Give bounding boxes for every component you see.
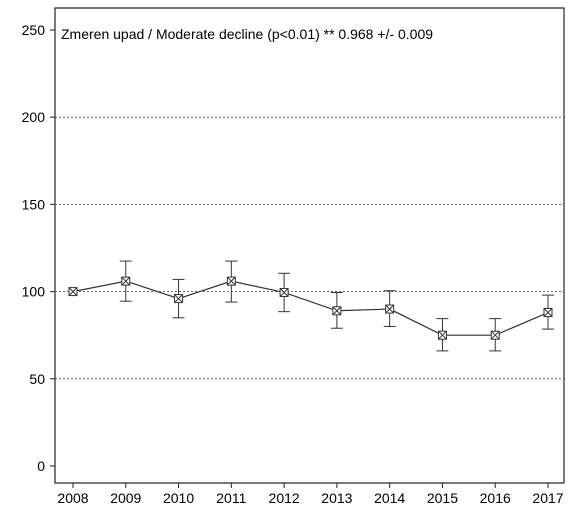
x-tick-label: 2016: [480, 490, 511, 506]
gridlines: [55, 116, 564, 380]
x-tick-label: 2012: [269, 490, 300, 506]
x-tick-label: 2013: [321, 490, 352, 506]
x-tick-label: 2010: [163, 490, 194, 506]
series-line: [72, 280, 549, 336]
data-point: [279, 287, 289, 297]
data-point: [174, 294, 184, 304]
y-tick-label: 150: [22, 196, 46, 212]
plot-frame: [54, 7, 565, 484]
data-point: [490, 330, 500, 340]
data-point: [68, 287, 78, 297]
y-axis: 0 50 100 150 200 250: [22, 22, 55, 474]
chart-annotation: Zmeren upad / Moderate decline (p<0.01) …: [61, 26, 433, 42]
x-axis: 2008 2009 2010 2011 2012 2013 2014 2015 2016 2017: [57, 483, 564, 506]
y-tick-label: 50: [29, 371, 45, 387]
data-point: [543, 308, 553, 318]
data-point: [226, 276, 236, 286]
data-point: [385, 304, 395, 314]
x-tick-label: 2008: [57, 490, 88, 506]
x-tick-label: 2017: [532, 490, 563, 506]
y-tick-label: 0: [37, 458, 45, 474]
series-group: [68, 260, 554, 352]
x-tick-label: 2015: [427, 490, 458, 506]
data-point: [121, 276, 131, 286]
x-tick-label: 2009: [110, 490, 141, 506]
x-tick-label: 2014: [374, 490, 405, 506]
y-tick-label: 200: [22, 109, 46, 125]
y-tick-label: 100: [22, 284, 46, 300]
data-point: [437, 330, 447, 340]
data-point: [332, 306, 342, 316]
y-tick-label: 250: [22, 22, 46, 38]
x-tick-label: 2011: [216, 490, 246, 506]
